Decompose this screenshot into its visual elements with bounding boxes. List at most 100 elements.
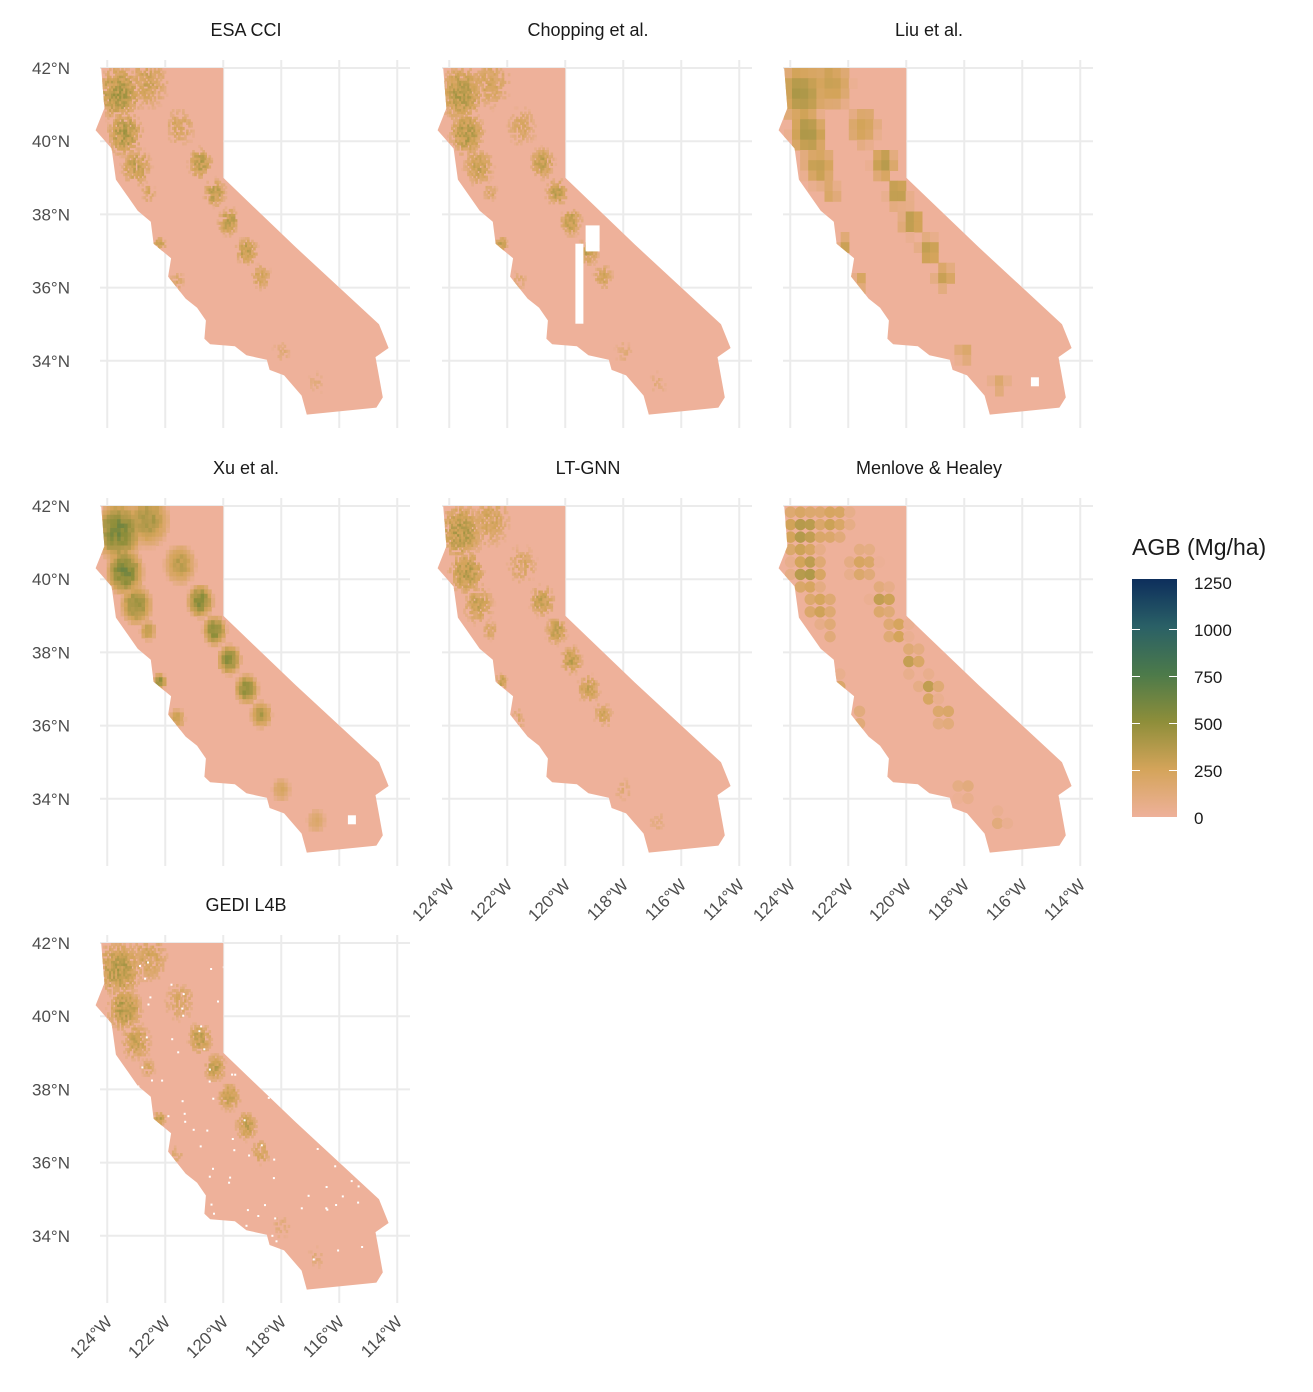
biomass-cell <box>491 170 495 174</box>
biomass-cell <box>151 514 156 520</box>
biomass-cell <box>475 88 478 92</box>
biomass-cell <box>457 126 460 131</box>
biomass-cell <box>509 557 513 561</box>
biomass-cell <box>129 129 132 133</box>
biomass-cell <box>190 554 195 560</box>
biomass-cell <box>141 83 145 87</box>
biomass-cell <box>113 142 116 146</box>
biomass-cell <box>220 224 224 228</box>
biomass-cell <box>621 349 625 353</box>
biomass-cell <box>111 126 114 131</box>
biomass-cell <box>467 150 470 154</box>
biomass-cell <box>487 93 491 97</box>
biomass-cell <box>440 513 444 517</box>
biomass-cell <box>469 78 472 82</box>
biomass-cell <box>238 699 243 705</box>
biomass-cell <box>467 162 470 166</box>
biomass-cell <box>214 196 218 200</box>
biomass-cell <box>511 547 515 551</box>
biomass-cell <box>473 162 476 166</box>
biomass-cell <box>463 564 466 569</box>
biomass-cell <box>593 705 596 709</box>
biomass-cell <box>117 88 120 92</box>
biomass-cell <box>518 580 521 584</box>
biomass-cell <box>206 191 209 195</box>
biomass-cell <box>534 147 537 151</box>
biomass-cell <box>595 278 598 282</box>
biomass-cell <box>511 134 515 138</box>
biomass-cell <box>778 518 787 531</box>
biomass-cell <box>210 160 214 164</box>
biomass-cell <box>503 521 507 525</box>
biomass-cell <box>475 162 478 166</box>
biomass-cell <box>495 516 499 520</box>
biomass-cell <box>214 637 219 643</box>
biomass-cell <box>473 621 476 625</box>
biomass-cell <box>582 687 586 692</box>
biomass-cell <box>930 273 939 284</box>
biomass-cell <box>109 132 112 136</box>
biomass-cell <box>134 541 139 547</box>
biomass-cell <box>109 114 112 118</box>
biomass-cell <box>491 188 495 192</box>
biomass-cell <box>540 595 543 599</box>
biomass-cell <box>221 637 226 643</box>
biomass-cell <box>138 580 143 586</box>
biomass-cell <box>120 563 125 569</box>
biomass-cell <box>135 955 138 959</box>
biomass-cell <box>148 541 153 547</box>
biomass-cell <box>491 603 495 607</box>
biomass-cell <box>473 88 476 92</box>
biomass-cell <box>513 575 517 579</box>
biomass-cell <box>513 124 517 128</box>
biomass-cell <box>125 155 128 159</box>
biomass-cell <box>534 165 537 169</box>
biomass-cell <box>138 598 143 604</box>
biomass-cell <box>463 88 466 92</box>
biomass-cell <box>141 607 146 612</box>
biomass-cell <box>897 191 907 202</box>
biomass-cell <box>513 270 517 274</box>
biomass-cell <box>497 244 501 248</box>
biomass-cell <box>155 943 159 947</box>
biomass-cell <box>451 98 454 102</box>
biomass-cell <box>465 588 468 592</box>
biomass-cell <box>121 101 124 105</box>
biomass-cell <box>143 152 147 156</box>
biomass-cell <box>151 545 156 551</box>
biomass-cell <box>253 252 256 256</box>
biomass-cell <box>131 134 134 138</box>
biomass-cell <box>117 541 122 547</box>
biomass-cell <box>471 523 474 528</box>
biomass-cell <box>503 539 507 543</box>
biomass-cell <box>211 598 216 604</box>
biomass-cell <box>485 511 489 515</box>
biomass-cell <box>465 134 468 138</box>
biomass-cell <box>151 506 156 511</box>
biomass-cell <box>102 78 106 82</box>
biomass-cell <box>481 570 484 574</box>
biomass-cell <box>107 958 110 962</box>
biomass-cell <box>808 170 817 182</box>
biomass-cell <box>518 285 521 289</box>
biomass-cell <box>576 664 580 668</box>
biomass-cell <box>467 567 470 571</box>
biomass-cell <box>127 593 132 599</box>
biomass-cell <box>153 68 157 72</box>
biomass-cell <box>556 636 560 640</box>
biomass-cell <box>475 75 478 79</box>
biomass-cell <box>473 144 476 149</box>
biomass-cell <box>542 598 545 602</box>
biomass-cell <box>475 531 478 535</box>
biomass-cell <box>102 80 106 84</box>
biomass-cell <box>580 680 584 684</box>
biomass-cell <box>157 948 161 952</box>
biomass-cell <box>253 242 256 246</box>
biomass-cell <box>461 85 464 90</box>
biomass-cell <box>202 157 205 161</box>
biomass-cell <box>446 534 450 538</box>
biomass-cell <box>133 126 136 131</box>
biomass-cell <box>495 513 499 517</box>
biomass-cell <box>487 170 491 174</box>
biomass-cell <box>194 162 197 166</box>
